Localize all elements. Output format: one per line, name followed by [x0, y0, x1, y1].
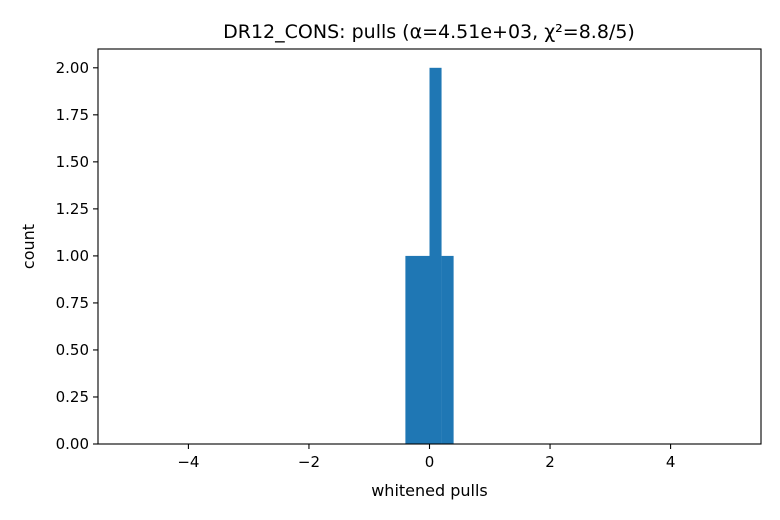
plot-frame	[97, 48, 762, 445]
x-axis-ticks: −4 −2 0 2 4	[177, 444, 675, 471]
y-axis-ticks: 0.00 0.25 0.50 0.75 1.00 1.25 1.50 1.75 2.00	[56, 59, 98, 453]
y-tick-label: 0.75	[56, 294, 89, 312]
bars-group	[405, 67, 454, 445]
chart-title: DR12_CONS: pulls (α=4.51e+03, χ²=8.8/5)	[223, 21, 635, 43]
x-tick-label: −4	[177, 453, 199, 471]
x-axis-label: whitened pulls	[371, 481, 488, 500]
y-tick-label: 1.50	[56, 153, 89, 171]
histogram-bar-1	[429, 67, 442, 445]
x-tick-label: 0	[425, 453, 435, 471]
y-tick-label: 1.00	[56, 247, 89, 265]
y-tick-label: 0.25	[56, 388, 89, 406]
y-axis-label: count	[19, 224, 38, 269]
y-tick-label: 2.00	[56, 59, 89, 77]
x-tick-label: 2	[545, 453, 555, 471]
x-tick-label: 4	[666, 453, 676, 471]
y-tick-label: 0.00	[56, 435, 89, 453]
y-tick-label: 0.50	[56, 341, 89, 359]
y-tick-label: 1.25	[56, 200, 89, 218]
y-tick-label: 1.75	[56, 106, 89, 124]
histogram-bar-0	[405, 255, 430, 444]
histogram-bar-2	[441, 255, 454, 444]
x-tick-label: −2	[298, 453, 320, 471]
